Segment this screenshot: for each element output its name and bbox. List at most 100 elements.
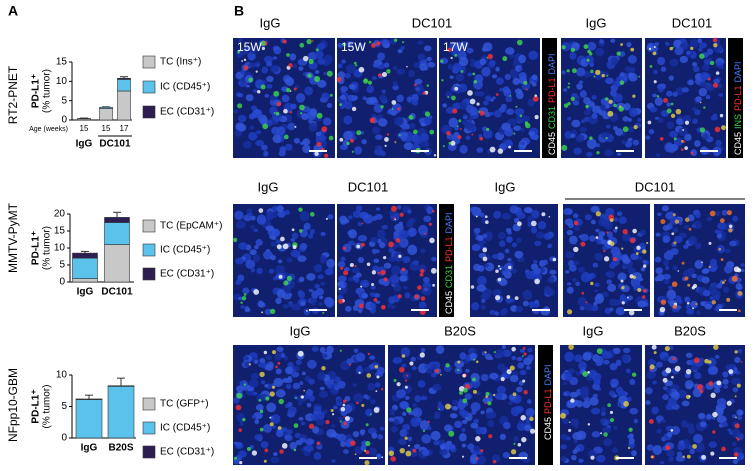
stain-signal xyxy=(720,258,724,262)
stain-signal xyxy=(500,377,505,382)
nucleus xyxy=(710,115,718,121)
nucleus xyxy=(582,352,592,361)
nucleus xyxy=(534,299,539,304)
stain-signal xyxy=(475,215,478,218)
nucleus xyxy=(670,248,679,256)
image-header: DC101 xyxy=(672,15,712,30)
nucleus xyxy=(340,256,346,262)
nucleus xyxy=(669,130,679,138)
nucleus xyxy=(657,212,662,217)
nucleus xyxy=(373,258,380,263)
nucleus xyxy=(595,228,600,233)
nucleus xyxy=(666,121,675,129)
stain-signal xyxy=(719,113,724,118)
nucleus xyxy=(480,410,485,415)
nucleus xyxy=(522,289,533,301)
nucleus xyxy=(317,43,326,50)
nucleus xyxy=(366,85,375,94)
stain-signal xyxy=(399,366,405,373)
stain-signal xyxy=(237,50,241,54)
stain-signal xyxy=(432,283,435,287)
nucleus xyxy=(357,221,362,227)
stain-signal xyxy=(708,360,712,364)
stain-signal xyxy=(630,47,635,52)
nucleus xyxy=(461,419,468,424)
nucleus xyxy=(246,208,253,214)
nucleus xyxy=(392,356,403,364)
nucleus xyxy=(610,378,619,388)
stain-signal xyxy=(606,74,609,77)
stain-signal xyxy=(509,365,515,371)
stain-signal xyxy=(482,256,488,262)
nucleus xyxy=(344,267,350,272)
nucleus xyxy=(486,255,491,260)
nucleus xyxy=(499,433,506,440)
nucleus xyxy=(489,111,495,116)
nucleus xyxy=(322,117,332,126)
nucleus xyxy=(573,399,579,405)
y-axis-label: PD-L1⁺ xyxy=(31,231,42,265)
nucleus xyxy=(645,400,651,405)
stain-signal xyxy=(728,369,734,374)
nucleus xyxy=(373,293,381,298)
stain-signal xyxy=(497,265,500,268)
stain-signal xyxy=(275,365,278,369)
stain-signal xyxy=(582,371,589,377)
stain-signal xyxy=(381,71,388,78)
x-tick-label: 17 xyxy=(120,124,129,133)
nucleus xyxy=(432,383,442,391)
nucleus xyxy=(459,56,469,67)
stain-signal xyxy=(493,351,496,354)
stain-signal xyxy=(253,289,260,295)
stain-signal xyxy=(388,241,394,248)
nucleus xyxy=(514,108,525,116)
legend-label: TC (Ins⁺) xyxy=(160,57,201,68)
stain-signal xyxy=(666,108,672,114)
nucleus xyxy=(562,418,570,425)
nucleus xyxy=(737,348,742,354)
stain-signal xyxy=(699,53,705,59)
stain-signal xyxy=(692,307,695,310)
stain-name: CD45 xyxy=(444,291,454,314)
nucleus xyxy=(740,263,745,267)
nucleus xyxy=(282,427,288,433)
stain-signal xyxy=(622,228,628,235)
stain-signal xyxy=(430,267,437,274)
stain-signal xyxy=(380,304,386,310)
nucleus xyxy=(289,53,297,61)
nucleus xyxy=(632,139,640,146)
stain-signal xyxy=(548,215,551,218)
stain-signal xyxy=(670,102,674,106)
nucleus xyxy=(237,274,245,282)
nucleus xyxy=(662,386,668,391)
nucleus xyxy=(699,42,708,49)
stain-signal xyxy=(390,456,396,462)
nucleus xyxy=(341,59,346,64)
bar-segment xyxy=(75,399,103,439)
nucleus xyxy=(505,227,512,233)
nucleus xyxy=(479,212,485,218)
stain-signal xyxy=(709,60,715,66)
nucleus xyxy=(355,272,362,278)
nucleus xyxy=(566,229,574,236)
nucleus xyxy=(303,222,311,231)
nucleus xyxy=(492,288,502,297)
micrograph xyxy=(337,204,437,317)
nucleus xyxy=(507,118,517,126)
nucleus xyxy=(684,296,691,303)
stain-signal xyxy=(638,75,641,78)
nucleus xyxy=(287,361,294,368)
nucleus xyxy=(677,442,686,451)
stain-signal xyxy=(629,237,636,244)
stain-signal xyxy=(656,95,660,98)
nucleus xyxy=(575,67,586,77)
stain-signal xyxy=(398,254,402,258)
nucleus xyxy=(338,260,346,268)
nucleus xyxy=(255,404,264,411)
stain-signal xyxy=(495,269,499,274)
stain-signal xyxy=(612,257,618,262)
stain-signal xyxy=(380,105,384,109)
nucleus xyxy=(673,39,682,49)
stain-signal xyxy=(394,141,397,144)
stain-signal xyxy=(632,94,636,98)
